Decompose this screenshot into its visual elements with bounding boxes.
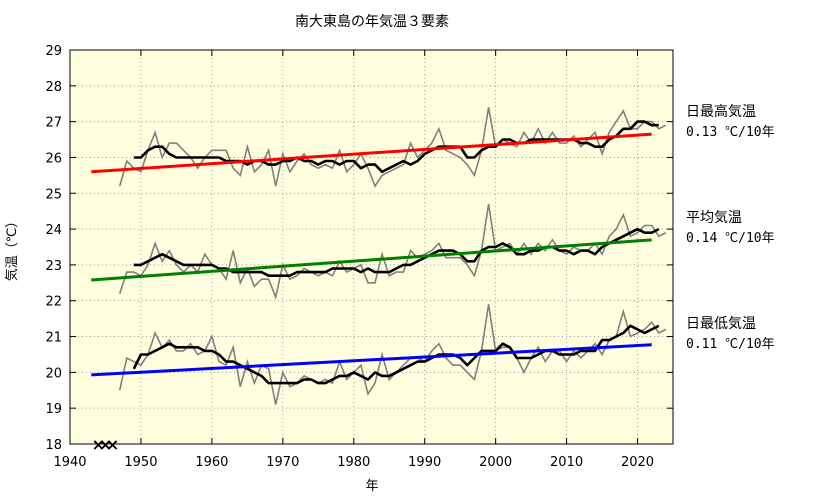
legend-name-1: 日最高気温 — [686, 103, 756, 120]
y-tick-label: 18 — [45, 438, 62, 453]
missing-marker: × — [92, 435, 105, 454]
y-tick-label: 28 — [45, 80, 62, 95]
trend-line — [91, 238, 652, 282]
moving-average-line — [132, 324, 660, 385]
trend-line — [91, 343, 652, 377]
y-tick-label: 24 — [45, 223, 62, 238]
plot-frame — [69, 49, 674, 445]
y-tick-label: 21 — [45, 331, 62, 346]
series-layer — [91, 107, 667, 405]
legend-name-3: 日最低気温 — [686, 316, 756, 332]
y-tick-label: 23 — [45, 259, 62, 274]
missing-marker: × — [106, 435, 119, 454]
y-tick-label: 20 — [45, 366, 62, 381]
trend-line — [91, 132, 652, 174]
x-axis-label: 年 — [365, 479, 378, 494]
x-tick-label: 1980 — [337, 455, 370, 470]
plot-background — [70, 50, 673, 444]
series-3 — [91, 304, 667, 405]
legend-rate-3: 0.11 ℃/10年 — [686, 337, 775, 352]
y-tick-label: 19 — [45, 402, 62, 417]
missing-data-markers: ××× — [92, 435, 120, 454]
x-tick-label: 2000 — [479, 455, 512, 470]
x-tick-label: 1940 — [53, 455, 86, 470]
y-tick-label: 27 — [45, 116, 62, 131]
x-tick-label: 1990 — [408, 455, 441, 470]
x-tick-label: 1950 — [124, 455, 157, 470]
y-tick-label: 25 — [45, 187, 62, 202]
y-axis-label: 気温（℃） — [4, 215, 20, 282]
y-tick-label: 29 — [45, 44, 62, 59]
series-1 — [91, 107, 667, 188]
y-tick-label: 26 — [45, 151, 62, 166]
x-tick-label: 2010 — [550, 455, 583, 470]
chart-title: 南大東島の年気温３要素 — [295, 14, 449, 30]
plot-area — [70, 50, 673, 444]
legend-name-2: 平均気温 — [686, 210, 742, 226]
annual-line — [118, 304, 667, 405]
axes: 18 19 20 21 22 23 24 25 26 27 28 29 1940 1950 1960 1970… — [45, 44, 674, 470]
legend-rate-2: 0.14 ℃/10年 — [686, 231, 775, 246]
y-tick-label: 22 — [45, 295, 62, 310]
missing-marker: × — [99, 435, 112, 454]
annual-line — [118, 107, 667, 188]
x-tick-label: 1960 — [195, 455, 228, 470]
x-tick-label: 2020 — [621, 455, 654, 470]
legend-rate-1: 0.13 ℃/10年 — [686, 125, 775, 140]
annual-line — [118, 203, 667, 300]
series-2 — [91, 203, 667, 300]
moving-average-line — [133, 227, 660, 278]
x-tick-label: 1970 — [266, 455, 299, 470]
